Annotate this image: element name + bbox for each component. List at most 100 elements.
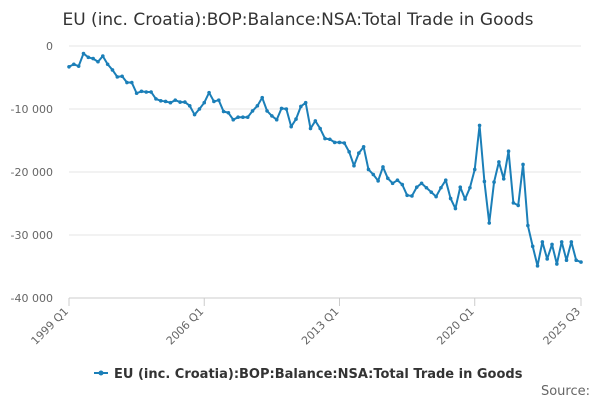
data-point[interactable] [511, 201, 516, 205]
data-point[interactable] [429, 190, 434, 194]
data-point[interactable] [405, 193, 409, 198]
data-point[interactable] [463, 197, 467, 201]
data-point[interactable] [439, 185, 443, 190]
data-point[interactable] [564, 258, 569, 263]
data-point[interactable] [154, 97, 158, 101]
data-point[interactable] [506, 149, 511, 154]
data-point[interactable] [178, 100, 182, 104]
data-point[interactable] [497, 160, 501, 164]
data-point[interactable] [337, 140, 342, 145]
data-point[interactable] [482, 179, 487, 184]
series-line-group[interactable] [67, 51, 583, 268]
data-point[interactable] [385, 176, 390, 181]
data-point[interactable] [323, 136, 327, 141]
data-point[interactable] [526, 223, 530, 228]
data-point[interactable] [540, 240, 545, 244]
data-point[interactable] [274, 117, 279, 122]
data-point[interactable] [139, 89, 144, 94]
data-point[interactable] [241, 115, 245, 119]
data-point[interactable] [443, 178, 448, 182]
data-point[interactable] [555, 262, 559, 266]
data-point[interactable] [183, 100, 187, 104]
data-point[interactable] [125, 80, 129, 85]
data-point[interactable] [366, 167, 371, 172]
data-point[interactable] [468, 185, 472, 190]
data-point[interactable] [390, 181, 395, 186]
data-point[interactable] [173, 98, 178, 102]
data-point[interactable] [361, 145, 366, 149]
data-point[interactable] [72, 62, 76, 67]
data-point[interactable] [559, 240, 564, 244]
data-point[interactable] [303, 100, 308, 105]
data-point[interactable] [458, 185, 463, 189]
data-point[interactable] [579, 260, 583, 264]
data-point[interactable] [395, 178, 400, 182]
data-point[interactable] [110, 68, 115, 72]
data-point[interactable] [168, 100, 173, 105]
data-point[interactable] [347, 150, 351, 154]
data-point[interactable] [477, 123, 482, 128]
data-point[interactable] [424, 185, 429, 190]
data-point[interactable] [197, 107, 202, 111]
data-point[interactable] [270, 114, 274, 118]
legend[interactable]: EU (inc. Croatia):BOP:Balance:NSA:Total … [94, 367, 523, 382]
data-point[interactable] [236, 115, 240, 119]
data-point[interactable] [231, 117, 236, 122]
data-point[interactable] [318, 126, 322, 131]
data-point[interactable] [289, 124, 293, 129]
data-point[interactable] [448, 196, 453, 201]
data-point[interactable] [371, 172, 376, 177]
data-point[interactable] [221, 109, 226, 114]
data-point[interactable] [91, 56, 95, 61]
data-point[interactable] [105, 62, 110, 67]
data-point[interactable] [207, 90, 211, 95]
data-point[interactable] [76, 64, 81, 68]
data-point[interactable] [86, 55, 91, 60]
data-point[interactable] [149, 90, 153, 94]
data-point[interactable] [516, 203, 521, 208]
data-point[interactable] [279, 106, 284, 111]
data-point[interactable] [550, 242, 554, 247]
data-point[interactable] [192, 112, 197, 117]
data-point[interactable] [410, 194, 414, 198]
data-point[interactable] [158, 99, 163, 103]
data-point[interactable] [414, 185, 419, 189]
data-point[interactable] [144, 90, 149, 94]
data-point[interactable] [492, 180, 496, 184]
data-point[interactable] [115, 75, 120, 79]
data-point[interactable] [376, 179, 380, 183]
source-label[interactable]: Source: [541, 384, 590, 399]
data-point[interactable] [294, 117, 298, 121]
data-point[interactable] [472, 167, 477, 172]
data-point[interactable] [134, 91, 139, 96]
data-point[interactable] [501, 177, 506, 181]
data-point[interactable] [81, 51, 86, 56]
data-point[interactable] [313, 119, 318, 123]
data-point[interactable] [569, 240, 574, 244]
data-point[interactable] [96, 59, 100, 64]
data-point[interactable] [245, 115, 250, 119]
data-point[interactable] [545, 257, 549, 261]
data-point[interactable] [521, 162, 525, 167]
data-point[interactable] [342, 141, 347, 145]
data-point[interactable] [284, 107, 289, 111]
data-point[interactable] [299, 104, 303, 109]
data-point[interactable] [453, 206, 458, 211]
data-point[interactable] [332, 140, 337, 145]
data-point[interactable] [226, 110, 231, 115]
data-point[interactable] [434, 194, 438, 199]
data-point[interactable] [308, 126, 313, 131]
data-point[interactable] [265, 109, 269, 113]
series-line[interactable] [68, 52, 582, 267]
data-point[interactable] [187, 104, 192, 108]
data-point[interactable] [352, 163, 356, 168]
data-point[interactable] [574, 258, 578, 263]
data-point[interactable] [400, 182, 405, 187]
data-point[interactable] [101, 54, 105, 58]
data-point[interactable] [67, 64, 71, 69]
data-point[interactable] [216, 98, 221, 102]
data-point[interactable] [212, 99, 216, 104]
data-point[interactable] [202, 100, 207, 105]
data-point[interactable] [328, 137, 332, 142]
data-point[interactable] [129, 80, 134, 85]
